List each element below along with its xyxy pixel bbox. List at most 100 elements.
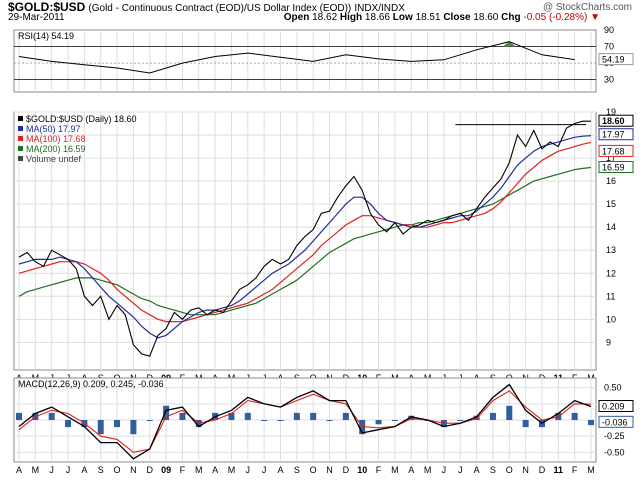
macd-histogram-bar: [244, 412, 251, 420]
macd-histogram-bar: [375, 420, 382, 425]
macd-histogram-bar: [65, 420, 72, 428]
price-tick-label: 15: [606, 199, 616, 209]
macd-histogram-bar: [293, 412, 300, 420]
macd-x-axis-label: M: [228, 465, 236, 475]
macd-line: [18, 383, 592, 460]
macd-x-axis-label: F: [572, 465, 578, 475]
stockcharts-watermark: @ StockCharts.com: [542, 2, 632, 13]
macd-x-axis-label: D: [343, 465, 350, 475]
price-tick-label: 19: [606, 107, 616, 117]
legend-ma100: MA(100) 17.68: [26, 134, 86, 144]
macd-x-axis-label: F: [180, 465, 186, 475]
change-value: -0.05 (-0.28%): [523, 12, 588, 23]
legend-volume: Volume undef: [26, 154, 82, 164]
macd-tick-label: 0.50: [604, 383, 622, 393]
macd-x-axis-label: F: [376, 465, 382, 475]
macd-tick-label: -0.25: [604, 431, 625, 441]
exchange-label: INDX/INDX: [354, 3, 405, 14]
open-label: Open: [283, 12, 310, 23]
price-tick-label: 10: [606, 314, 616, 324]
macd-histogram-bar: [130, 420, 137, 435]
macd-x-axis-label: A: [277, 465, 283, 475]
macd-x-axis-label: S: [294, 465, 300, 475]
macd-value-label: 0.209: [602, 401, 625, 411]
macd-histogram-bar: [261, 420, 268, 421]
macd-x-axis-label: A: [81, 465, 87, 475]
macd-x-axis-label: N: [130, 465, 137, 475]
macd-histogram-bar: [48, 412, 55, 420]
close-label: Close: [443, 12, 471, 23]
macd-hist-value-label: -0.036: [602, 417, 628, 427]
macd-histogram-bar: [391, 420, 398, 421]
macd-histogram-bar: [588, 420, 594, 426]
macd-histogram-bar: [326, 420, 333, 421]
high-value: 18.66: [364, 12, 390, 23]
macd-x-axis-label: J: [442, 465, 447, 475]
legend-ma200: MA(200) 16.59: [26, 144, 86, 154]
ma200-value-label: 16.59: [602, 163, 625, 173]
macd-x-axis-label: M: [32, 465, 40, 475]
ma50-line: [18, 135, 592, 339]
chart-title-row: $GOLD:$USD (Gold - Continuous Contract (…: [8, 0, 632, 14]
rsi-overbought-fill: [502, 41, 516, 47]
macd-x-axis-label: 11: [554, 465, 564, 475]
macd-histogram-bar: [228, 412, 235, 420]
rsi-tick-label: 30: [604, 75, 614, 85]
macd-x-axis-label: A: [408, 465, 414, 475]
macd-x-axis-label: J: [49, 465, 54, 475]
legend-ma50: MA(50) 17.97: [26, 124, 81, 134]
macd-histogram-bar: [97, 420, 104, 435]
high-label: High: [339, 12, 363, 23]
price-tick-label: 13: [606, 245, 616, 255]
macd-histogram-bar: [457, 420, 464, 421]
price-panel-frame: [13, 111, 597, 371]
macd-x-axis-label: 09: [161, 465, 171, 475]
rsi-panel-frame: [13, 29, 597, 93]
macd-histogram-bar: [310, 412, 317, 420]
macd-x-axis-label: M: [587, 465, 595, 475]
ma50-value-label: 17.97: [602, 130, 625, 140]
rsi-tick-label: 90: [604, 25, 614, 35]
macd-histogram-bar: [179, 412, 186, 420]
symbol-description: (Gold - Continuous Contract (EOD)/US Dol…: [88, 3, 352, 14]
macd-x-axis-label: M: [391, 465, 399, 475]
price-tick-label: 11: [606, 291, 615, 301]
macd-x-axis-label: D: [539, 465, 546, 475]
symbol-title: $GOLD:$USD: [8, 0, 86, 14]
chart-date: 29-Mar-2011: [8, 12, 65, 23]
rsi-tick-label: 70: [604, 42, 614, 52]
macd-tick-label: -0.50: [604, 447, 625, 457]
macd-histogram-bar: [506, 405, 513, 420]
macd-x-axis-label: A: [212, 465, 218, 475]
macd-histogram-bar: [522, 420, 529, 428]
macd-histogram-bar: [359, 420, 366, 435]
macd-histogram-bar: [489, 412, 496, 420]
macd-x-axis-label: S: [490, 465, 496, 475]
macd-histogram-bar: [16, 412, 22, 420]
macd-x-axis-label: A: [16, 465, 22, 475]
rsi-current-label: 54.19: [602, 55, 625, 65]
close-value-label: 18.60: [602, 116, 625, 126]
macd-signal-line: [18, 390, 592, 453]
ma200-value-box: [598, 161, 634, 174]
macd-x-axis-label: 10: [357, 465, 367, 475]
macd-hist-value-box: [598, 415, 634, 428]
legend-volume-swatch: [18, 156, 23, 161]
change-label: Chg: [501, 12, 521, 23]
price-tick-label: 12: [606, 268, 616, 278]
low-value: 18.51: [415, 12, 441, 23]
legend-ma100-swatch: [18, 136, 23, 141]
macd-histogram-bar: [146, 420, 153, 421]
close-value: 18.60: [473, 12, 499, 23]
price-tick-label: 16: [606, 176, 616, 186]
legend-price: $GOLD:$USD (Daily) 18.60: [26, 114, 137, 124]
rsi-value-box: [598, 53, 634, 66]
macd-x-axis-label: N: [522, 465, 529, 475]
macd-histogram-bar: [571, 412, 578, 420]
low-label: Low: [392, 12, 413, 23]
macd-histogram-bar: [277, 420, 284, 421]
price-tick-label: 9: [606, 337, 611, 347]
rsi-legend: RSI(14) 54.19: [18, 31, 74, 41]
legend-ma200-swatch: [18, 146, 23, 151]
